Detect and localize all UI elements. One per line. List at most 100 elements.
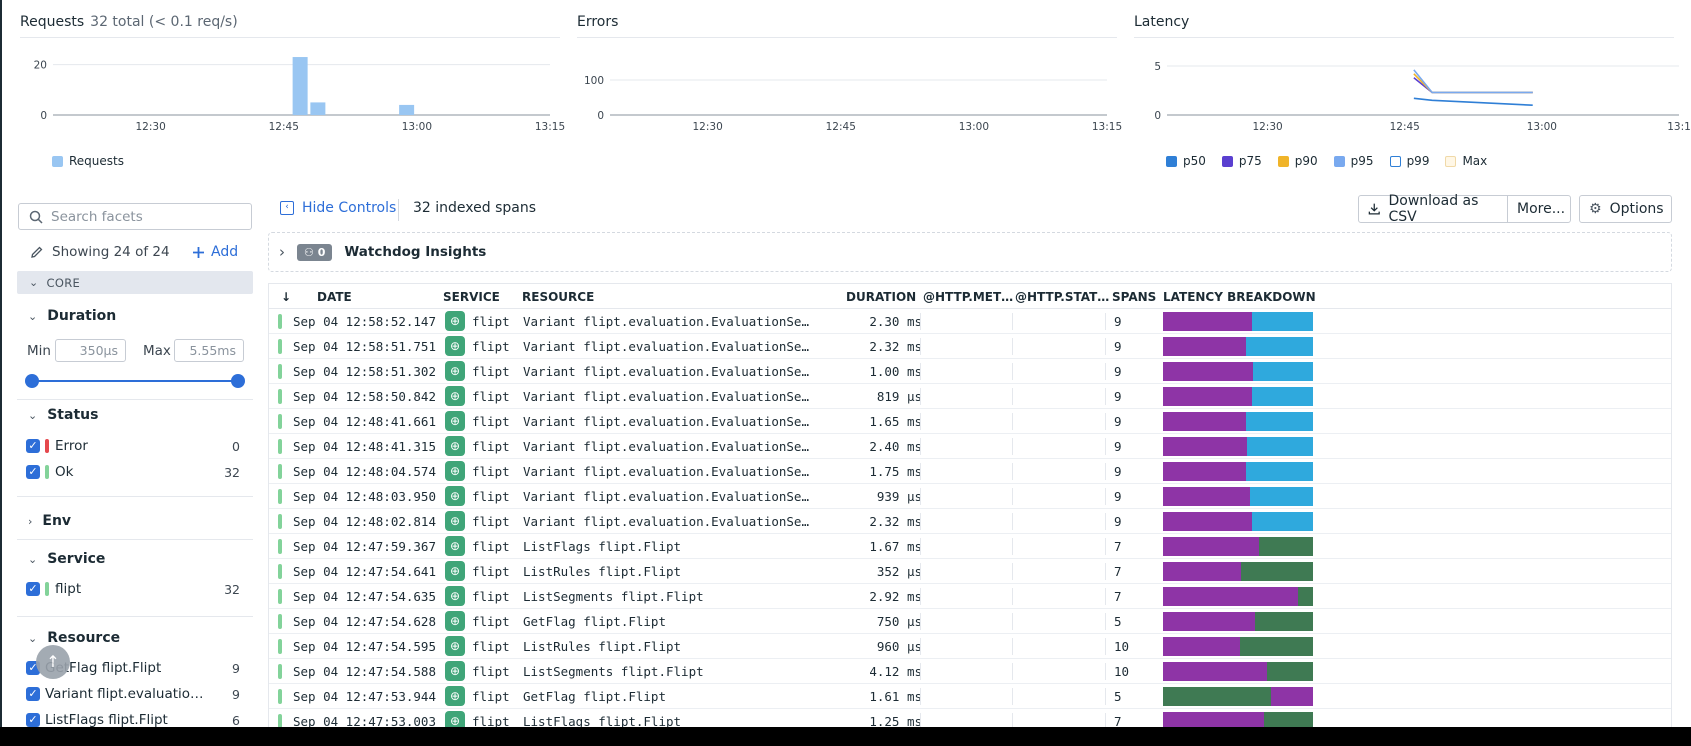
table-row[interactable]: Sep 04 12:48:02.814 ⊕ flipt Variant flipt.e…: [269, 509, 1671, 534]
table-row[interactable]: Sep 04 12:48:04.574 ⊕ flipt Variant flipt.e…: [269, 459, 1671, 484]
duration-min-input[interactable]: 350µs: [55, 339, 126, 362]
cell-service[interactable]: flipt: [472, 339, 510, 354]
cell-service[interactable]: flipt: [472, 639, 510, 654]
latency-breakdown-bar[interactable]: [1163, 612, 1313, 631]
cell-service[interactable]: flipt: [472, 714, 510, 727]
column-resource[interactable]: RESOURCE: [522, 290, 595, 304]
cell-service[interactable]: flipt: [472, 539, 510, 554]
cell-service[interactable]: flipt: [472, 439, 510, 454]
duration-slider-track[interactable]: [32, 380, 238, 382]
cell-service[interactable]: flipt: [472, 314, 510, 329]
latency-breakdown-bar[interactable]: [1163, 512, 1313, 531]
facet-resource-header[interactable]: ⌄ Resource: [28, 630, 120, 646]
requests-bar[interactable]: [310, 102, 326, 115]
latency-breakdown-bar[interactable]: [1163, 362, 1313, 381]
latency-breakdown-bar[interactable]: [1163, 462, 1313, 481]
latency-line-p95[interactable]: [1413, 69, 1533, 94]
watchdog-insights-toggle[interactable]: › ⚇ 0 Watchdog Insights: [268, 232, 1672, 272]
requests-bar[interactable]: [399, 104, 415, 115]
legend-item-p95[interactable]: p95: [1333, 154, 1374, 168]
pencil-icon[interactable]: [30, 245, 44, 259]
facet-status-error[interactable]: ✓ Error 0: [26, 436, 240, 456]
legend-item-max[interactable]: Max: [1445, 154, 1487, 168]
latency-breakdown-bar[interactable]: [1163, 487, 1313, 506]
table-row[interactable]: Sep 04 12:48:41.315 ⊕ flipt Variant flipt.e…: [269, 434, 1671, 459]
add-facet-button[interactable]: Add: [192, 244, 238, 260]
latency-breakdown-bar[interactable]: [1163, 562, 1313, 581]
table-row[interactable]: Sep 04 12:47:59.367 ⊕ flipt ListFlags flipt…: [269, 534, 1671, 559]
table-row[interactable]: Sep 04 12:47:54.588 ⊕ flipt ListSegments fl…: [269, 659, 1671, 684]
latency-line-p90[interactable]: [1413, 73, 1533, 94]
cell-service[interactable]: flipt: [472, 689, 510, 704]
cell-service[interactable]: flipt: [472, 489, 510, 504]
hide-controls-button[interactable]: ‹ Hide Controls: [280, 200, 396, 216]
legend-item-requests[interactable]: Requests: [52, 154, 124, 168]
column-http-status[interactable]: @HTTP.STAT…: [1015, 290, 1110, 304]
table-row[interactable]: Sep 04 12:47:53.003 ⊕ flipt ListFlags flipt…: [269, 709, 1671, 727]
cell-service[interactable]: flipt: [472, 564, 510, 579]
legend-item-p90[interactable]: p90: [1277, 154, 1318, 168]
latency-line-p50[interactable]: [1413, 97, 1533, 106]
sort-desc-icon[interactable]: ↓: [281, 290, 292, 304]
latency-breakdown-bar[interactable]: [1163, 537, 1313, 556]
latency-breakdown-bar[interactable]: [1163, 337, 1313, 356]
checkbox-checked[interactable]: ✓: [26, 582, 40, 596]
column-date[interactable]: DATE: [317, 290, 352, 304]
requests-bar[interactable]: [292, 57, 308, 115]
table-row[interactable]: Sep 04 12:47:54.641 ⊕ flipt ListRules flipt…: [269, 559, 1671, 584]
options-button[interactable]: ⚙ Options: [1579, 195, 1672, 223]
latency-breakdown-bar[interactable]: [1163, 712, 1313, 727]
facet-search-input[interactable]: Search facets: [18, 203, 252, 230]
table-row[interactable]: Sep 04 12:58:51.751 ⊕ flipt Variant flipt.e…: [269, 334, 1671, 359]
latency-chart[interactable]: 0 5 12:30 12:45 13:00 13:1: [1134, 42, 1690, 142]
cell-service[interactable]: flipt: [472, 464, 510, 479]
latency-breakdown-bar[interactable]: [1163, 412, 1313, 431]
duration-slider-min-handle[interactable]: [25, 374, 39, 388]
cell-service[interactable]: flipt: [472, 514, 510, 529]
latency-line-p75[interactable]: [1413, 77, 1533, 94]
table-row[interactable]: Sep 04 12:47:53.944 ⊕ flipt GetFlag flipt.F…: [269, 684, 1671, 709]
checkbox-checked[interactable]: ✓: [26, 439, 40, 453]
table-row[interactable]: Sep 04 12:48:03.950 ⊕ flipt Variant flipt.e…: [269, 484, 1671, 509]
column-service[interactable]: SERVICE: [443, 290, 500, 304]
column-http-method[interactable]: @HTTP.MET…: [923, 290, 1014, 304]
latency-breakdown-bar[interactable]: [1163, 312, 1313, 331]
legend-item-p50[interactable]: p50: [1166, 154, 1206, 168]
latency-breakdown-bar[interactable]: [1163, 637, 1313, 656]
table-row[interactable]: Sep 04 12:58:52.147 ⊕ flipt Variant flipt.e…: [269, 309, 1671, 334]
checkbox-checked[interactable]: ✓: [26, 465, 40, 479]
cell-service[interactable]: flipt: [472, 589, 510, 604]
duration-slider-max-handle[interactable]: [231, 374, 245, 388]
table-row[interactable]: Sep 04 12:47:54.635 ⊕ flipt ListSegments fl…: [269, 584, 1671, 609]
latency-breakdown-bar[interactable]: [1163, 587, 1313, 606]
column-latency-breakdown[interactable]: LATENCY BREAKDOWN: [1163, 290, 1316, 304]
column-duration[interactable]: DURATION: [846, 290, 917, 304]
table-row[interactable]: Sep 04 12:47:54.595 ⊕ flipt ListRules flipt…: [269, 634, 1671, 659]
facet-resource-item[interactable]: ✓ GetFlag flipt.Flipt 9: [26, 658, 240, 678]
cell-service[interactable]: flipt: [472, 614, 510, 629]
facet-service-flipt[interactable]: ✓ flipt 32: [26, 579, 240, 599]
facet-duration-header[interactable]: ⌄ Duration: [28, 308, 116, 324]
legend-item-p99[interactable]: p99: [1389, 154, 1429, 168]
facet-status-ok[interactable]: ✓ Ok 32: [26, 462, 240, 482]
download-csv-button[interactable]: Download as CSV: [1358, 193, 1508, 225]
table-row[interactable]: Sep 04 12:47:54.628 ⊕ flipt GetFlag flipt.F…: [269, 609, 1671, 634]
duration-max-input[interactable]: 5.55ms: [174, 339, 244, 362]
facet-resource-item[interactable]: ✓ ListFlags flipt.Flipt 6: [26, 710, 240, 727]
cell-service[interactable]: flipt: [472, 364, 510, 379]
checkbox-checked[interactable]: ✓: [26, 687, 40, 701]
legend-item-p75[interactable]: p75: [1221, 154, 1262, 168]
more-button[interactable]: More...: [1507, 195, 1571, 223]
facet-resource-item[interactable]: ✓ Variant flipt.evaluatio… 9: [26, 684, 240, 704]
column-spans[interactable]: SPANS: [1112, 290, 1157, 304]
latency-breakdown-bar[interactable]: [1163, 387, 1313, 406]
latency-breakdown-bar[interactable]: [1163, 662, 1313, 681]
table-row[interactable]: Sep 04 12:58:50.842 ⊕ flipt Variant flipt.e…: [269, 384, 1671, 409]
table-row[interactable]: Sep 04 12:58:51.302 ⊕ flipt Variant flipt.e…: [269, 359, 1671, 384]
cell-service[interactable]: flipt: [472, 389, 510, 404]
table-row[interactable]: Sep 04 12:48:41.661 ⊕ flipt Variant flipt.e…: [269, 409, 1671, 434]
facet-env-header[interactable]: › Env: [28, 513, 71, 529]
facet-service-header[interactable]: ⌄ Service: [28, 551, 105, 567]
scroll-to-top-button[interactable]: ↑: [36, 645, 70, 679]
latency-breakdown-bar[interactable]: [1163, 687, 1313, 706]
